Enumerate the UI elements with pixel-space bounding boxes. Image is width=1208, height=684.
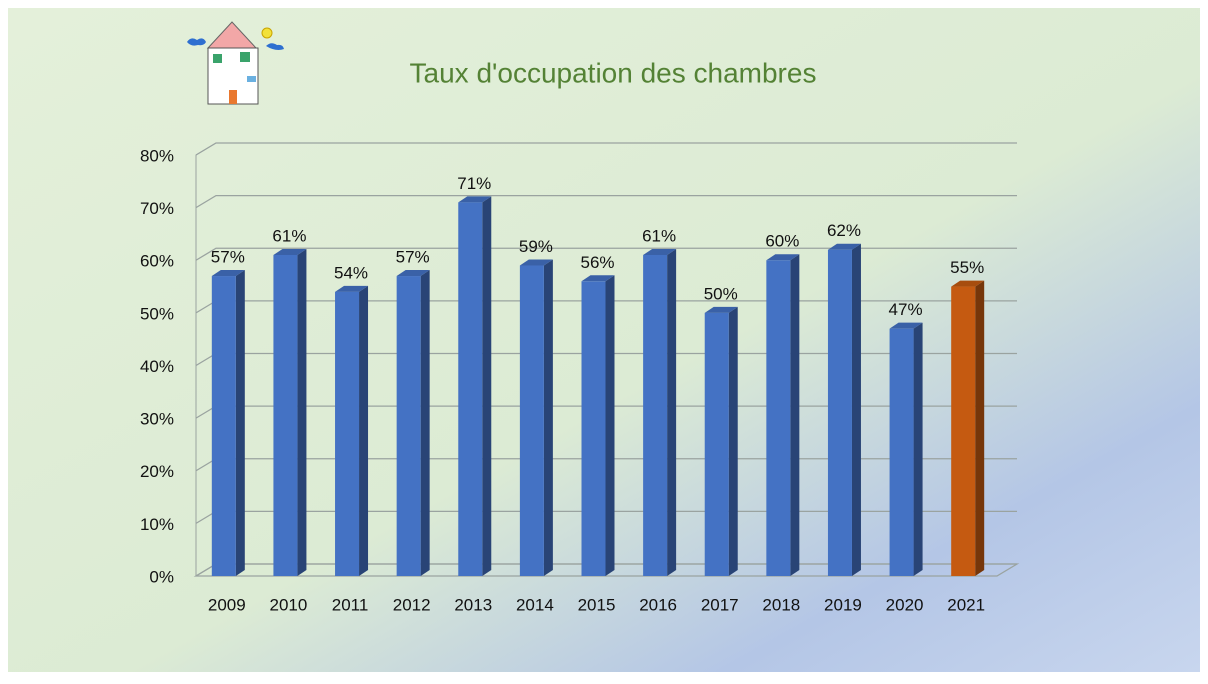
bar-side xyxy=(851,243,861,576)
bar-side xyxy=(359,285,369,576)
y-tick-label: 60% xyxy=(140,252,174,271)
x-tick-label: 2014 xyxy=(516,595,554,614)
y-tick-label: 70% xyxy=(140,199,174,218)
bar xyxy=(581,281,606,576)
bar-top xyxy=(211,270,245,277)
bar xyxy=(827,249,852,576)
y-tick-label: 30% xyxy=(140,410,174,429)
x-tick-label: 2013 xyxy=(454,595,492,614)
value-label: 54% xyxy=(334,263,368,282)
value-label: 61% xyxy=(272,226,306,245)
x-tick-label: 2015 xyxy=(578,595,616,614)
y-tick-label: 50% xyxy=(140,304,174,323)
bar-side xyxy=(667,248,677,577)
value-label: 57% xyxy=(396,248,430,267)
bar-side xyxy=(235,270,245,576)
bar-side xyxy=(543,259,553,576)
grid-line xyxy=(195,247,1017,261)
value-label: 60% xyxy=(765,232,799,251)
bar-side xyxy=(913,322,923,576)
bar-top xyxy=(643,248,677,255)
x-tick-label: 2016 xyxy=(639,595,677,614)
value-label: 71% xyxy=(457,174,491,193)
bar-top xyxy=(519,259,553,266)
bar xyxy=(766,260,791,576)
x-tick-label: 2011 xyxy=(332,595,369,614)
x-tick-label: 2017 xyxy=(701,595,739,614)
bar-top xyxy=(335,285,369,292)
bar xyxy=(396,276,421,576)
y-tick-label: 20% xyxy=(140,462,174,481)
value-label: 59% xyxy=(519,237,553,256)
x-tick-label: 2021 xyxy=(947,595,985,614)
value-label: 57% xyxy=(211,248,245,267)
bar-top xyxy=(581,275,615,282)
y-tick-label: 40% xyxy=(140,357,174,376)
y-tick-label: 80% xyxy=(140,146,174,165)
bar-top xyxy=(827,243,861,250)
bar xyxy=(335,291,360,576)
bar-side xyxy=(420,270,430,576)
bar-side xyxy=(790,254,800,576)
bar-top xyxy=(951,280,985,287)
x-tick-label: 2010 xyxy=(270,595,308,614)
bar-top xyxy=(704,306,738,313)
value-label: 50% xyxy=(704,284,738,303)
bar-top xyxy=(889,322,923,329)
bar-top xyxy=(458,196,492,203)
value-label: 56% xyxy=(580,253,614,272)
floor xyxy=(193,563,1020,577)
x-tick-label: 2012 xyxy=(393,595,431,614)
bar xyxy=(704,312,729,576)
bar xyxy=(273,254,298,577)
bar xyxy=(643,254,668,577)
x-tick-label: 2018 xyxy=(762,595,800,614)
bar xyxy=(519,265,544,576)
bar-side xyxy=(297,248,307,577)
grid-line xyxy=(195,142,1017,156)
bar xyxy=(889,328,914,576)
bar xyxy=(211,276,236,576)
bar-side xyxy=(605,275,615,576)
bar-top xyxy=(273,248,307,255)
chart-title: Taux d'occupation des chambres xyxy=(410,57,817,88)
grid-line xyxy=(195,194,1017,209)
value-label: 55% xyxy=(950,258,984,277)
bar-top xyxy=(766,254,800,261)
bar xyxy=(951,286,976,576)
bar-side xyxy=(482,196,492,577)
x-tick-label: 2009 xyxy=(208,595,246,614)
house-icon xyxy=(187,21,284,105)
value-label: 47% xyxy=(889,300,923,319)
x-tick-label: 2019 xyxy=(824,595,862,614)
y-tick-label: 10% xyxy=(140,515,174,534)
bar-side xyxy=(975,280,985,576)
value-label: 61% xyxy=(642,226,676,245)
bar xyxy=(458,202,483,577)
x-tick-label: 2020 xyxy=(886,595,924,614)
bar-top xyxy=(396,270,430,277)
value-label: 62% xyxy=(827,221,861,240)
bar-side xyxy=(728,306,738,576)
y-tick-label: 0% xyxy=(149,567,174,586)
